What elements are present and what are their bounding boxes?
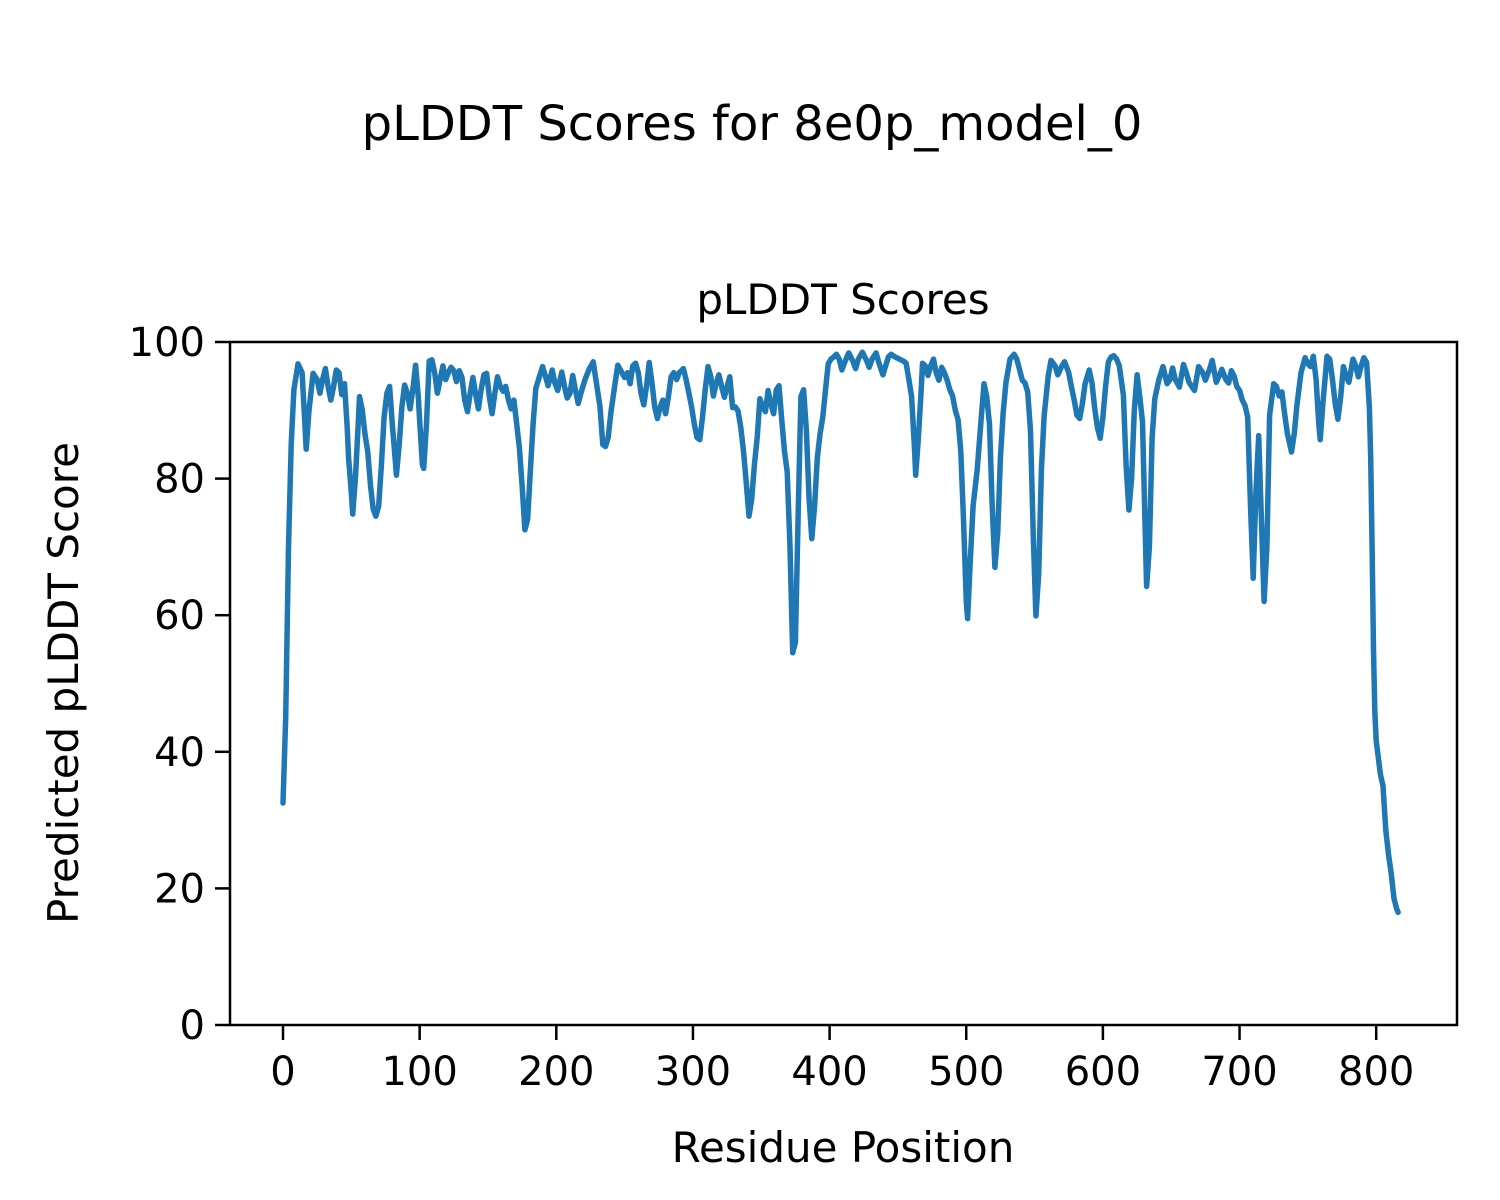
x-tick-label: 0 xyxy=(270,1049,295,1095)
x-tick-label: 300 xyxy=(655,1049,731,1095)
y-tick-label: 40 xyxy=(154,730,205,776)
x-tick-label: 600 xyxy=(1065,1049,1141,1095)
y-tick-label: 60 xyxy=(154,593,205,639)
y-axis-label: Predicted pLDDT Score xyxy=(39,442,88,924)
y-tick-label: 100 xyxy=(129,320,205,366)
y-tick-label: 0 xyxy=(180,1003,205,1049)
y-tick-label: 80 xyxy=(154,457,205,503)
x-axis-label: Residue Position xyxy=(672,1123,1015,1172)
plddt-line-series xyxy=(280,349,1401,916)
x-axis-ticks: 0 100 200 300 400 500 600 700 800 xyxy=(270,1025,1414,1095)
x-tick-label: 500 xyxy=(928,1049,1004,1095)
x-tick-label: 200 xyxy=(518,1049,594,1095)
x-tick-label: 400 xyxy=(791,1049,867,1095)
x-tick-label: 700 xyxy=(1201,1049,1277,1095)
x-tick-label: 100 xyxy=(381,1049,457,1095)
y-tick-label: 20 xyxy=(154,866,205,912)
x-tick-label: 800 xyxy=(1338,1049,1414,1095)
figure-title: pLDDT Scores for 8e0p_model_0 xyxy=(362,96,1143,152)
y-axis-ticks: 0 20 40 60 80 100 xyxy=(129,320,230,1049)
plddt-line xyxy=(280,349,1401,916)
axes-title: pLDDT Scores xyxy=(696,275,989,324)
plot-frame xyxy=(228,340,1459,1027)
